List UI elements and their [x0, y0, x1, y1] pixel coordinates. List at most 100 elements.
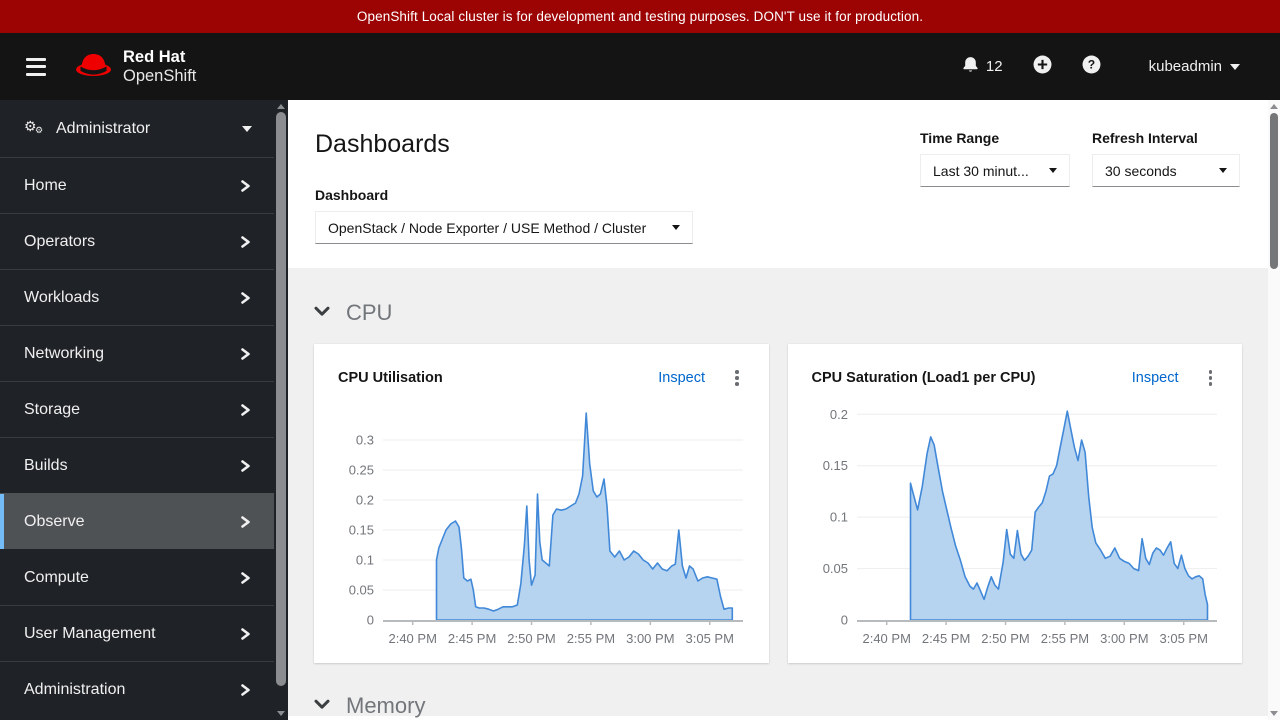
chevron-right-icon — [239, 347, 252, 361]
svg-text:2:50 PM: 2:50 PM — [981, 631, 1029, 646]
question-circle-icon: ? — [1082, 55, 1101, 78]
refresh-interval-value: 30 seconds — [1105, 162, 1177, 179]
sidebar-item-compute[interactable]: Compute — [0, 549, 274, 605]
dashboard-body: CPU CPU Utilisation Inspect 0 0.05 0.1 0.15… — [288, 268, 1268, 719]
chevron-down-icon — [1230, 63, 1240, 70]
sidebar-item-label: Administration — [24, 680, 126, 698]
cpu-saturation-chart: 0 0.05 0.1 0.15 0.2 2:40 PM 2:45 PM 2:50 PM 2:55… — [822, 406, 1217, 646]
sidebar-item-administration[interactable]: Administration — [0, 661, 274, 717]
svg-text:?: ? — [1087, 58, 1094, 72]
svg-text:2:55 PM: 2:55 PM — [567, 631, 615, 646]
caret-down-icon — [1049, 168, 1057, 173]
svg-text:0.05: 0.05 — [822, 561, 847, 576]
page-header: Dashboards Dashboard OpenStack / Node Ex… — [288, 100, 1268, 268]
chevron-down-icon — [314, 697, 330, 715]
time-range-select[interactable]: Last 30 minut... — [920, 154, 1070, 187]
scroll-up-arrow-icon[interactable] — [277, 104, 285, 109]
chevron-down-icon — [314, 304, 330, 322]
refresh-interval-select[interactable]: 30 seconds — [1092, 154, 1240, 187]
memory-section-toggle[interactable]: Memory — [314, 693, 1242, 719]
svg-text:2:40 PM: 2:40 PM — [862, 631, 910, 646]
plus-circle-icon — [1033, 55, 1052, 78]
perspective-label: Administrator — [56, 119, 151, 137]
masthead: Red Hat OpenShift 12 — [0, 33, 1280, 100]
refresh-interval-label: Refresh Interval — [1092, 130, 1198, 146]
sidebar-item-storage[interactable]: Storage — [0, 381, 274, 437]
svg-text:0.25: 0.25 — [349, 462, 374, 477]
time-range-value: Last 30 minut... — [933, 162, 1029, 179]
sidebar-item-observe[interactable]: Observe — [0, 493, 274, 549]
sidebar-item-label: Operators — [24, 232, 96, 250]
help-button[interactable]: ? — [1082, 55, 1101, 78]
card-title: CPU Saturation (Load1 per CPU) — [811, 369, 1036, 386]
chevron-right-icon — [239, 235, 252, 249]
sidebar-item-networking[interactable]: Networking — [0, 325, 274, 381]
nav-toggle-icon[interactable] — [24, 57, 48, 77]
chevron-right-icon — [239, 683, 252, 697]
caret-down-icon — [1219, 168, 1227, 173]
scrollbar-thumb[interactable] — [276, 112, 286, 686]
svg-text:0.2: 0.2 — [829, 406, 847, 421]
sidebar-item-builds[interactable]: Builds — [0, 437, 274, 493]
cpu-utilisation-chart: 0 0.05 0.1 0.15 0.2 0.25 0.3 2:40 PM 2:45 PM 2:50… — [349, 411, 743, 646]
svg-text:0.2: 0.2 — [356, 492, 374, 507]
sidebar-item-label: User Management — [24, 624, 156, 642]
kebab-menu-icon[interactable] — [1203, 366, 1219, 390]
notifications-button[interactable]: 12 — [962, 56, 1003, 77]
svg-text:0: 0 — [367, 612, 374, 627]
svg-text:0.15: 0.15 — [349, 522, 374, 537]
add-button[interactable] — [1033, 55, 1052, 78]
sidebar-item-label: Compute — [24, 568, 89, 586]
scroll-down-arrow-icon[interactable] — [277, 711, 285, 716]
username: kubeadmin — [1148, 58, 1222, 75]
svg-text:0.05: 0.05 — [349, 582, 374, 597]
sidebar-item-label: Storage — [24, 400, 81, 418]
chevron-right-icon — [239, 459, 252, 473]
sidebar-item-label: Networking — [24, 344, 105, 362]
cogs-icon: ⚙ ⚙ — [24, 117, 44, 135]
sidebar-nav: ⚙ ⚙ Administrator Home Operators Workload… — [0, 100, 288, 720]
dashboard-select[interactable]: OpenStack / Node Exporter / USE Method /… — [315, 211, 693, 244]
dashboard-select-label: Dashboard — [315, 187, 389, 203]
scroll-down-arrow-icon[interactable] — [1270, 711, 1278, 716]
sidebar-item-label: Home — [24, 176, 67, 194]
section-title-cpu: CPU — [346, 300, 393, 325]
inspect-link[interactable]: Inspect — [658, 369, 705, 386]
svg-text:2:50 PM: 2:50 PM — [507, 631, 555, 646]
cpu-section-toggle[interactable]: CPU — [314, 300, 1242, 326]
scrollbar-thumb[interactable] — [1270, 113, 1278, 269]
bell-icon — [962, 56, 979, 77]
time-range-label: Time Range — [920, 130, 1000, 146]
inspect-link[interactable]: Inspect — [1131, 369, 1179, 386]
svg-text:3:00 PM: 3:00 PM — [626, 631, 674, 646]
chevron-right-icon — [239, 403, 252, 417]
chevron-right-icon — [239, 179, 252, 193]
sidebar-scrollbar[interactable] — [274, 100, 288, 720]
sidebar-item-label: Builds — [24, 456, 68, 474]
chevron-right-icon — [239, 291, 252, 305]
fedora-icon — [74, 50, 114, 83]
main-scrollbar[interactable] — [1268, 100, 1280, 720]
chevron-right-icon — [239, 515, 252, 529]
sidebar-item-home[interactable]: Home — [0, 157, 274, 213]
caret-down-icon — [672, 225, 680, 230]
section-title-memory: Memory — [346, 693, 426, 718]
scroll-up-arrow-icon[interactable] — [1270, 104, 1278, 109]
main-content: Dashboards Dashboard OpenStack / Node Ex… — [288, 100, 1280, 720]
page-title: Dashboards — [315, 130, 450, 158]
chevron-right-icon — [239, 571, 252, 585]
user-menu[interactable]: kubeadmin — [1149, 58, 1240, 75]
cpu-utilisation-card: CPU Utilisation Inspect 0 0.05 0.1 0.15 0.2 0… — [314, 344, 769, 663]
svg-text:3:00 PM: 3:00 PM — [1100, 631, 1148, 646]
brand-line1: Red Hat — [123, 47, 186, 66]
svg-text:2:40 PM: 2:40 PM — [388, 631, 436, 646]
svg-text:0.15: 0.15 — [822, 458, 847, 473]
kebab-menu-icon[interactable] — [729, 366, 745, 390]
svg-text:0.3: 0.3 — [356, 432, 374, 447]
perspective-switcher[interactable]: ⚙ ⚙ Administrator — [0, 100, 274, 157]
sidebar-item-workloads[interactable]: Workloads — [0, 269, 274, 325]
sidebar-item-operators[interactable]: Operators — [0, 213, 274, 269]
sidebar-item-label: Workloads — [24, 288, 100, 306]
sidebar-item-user-management[interactable]: User Management — [0, 605, 274, 661]
svg-text:0.1: 0.1 — [356, 552, 374, 567]
